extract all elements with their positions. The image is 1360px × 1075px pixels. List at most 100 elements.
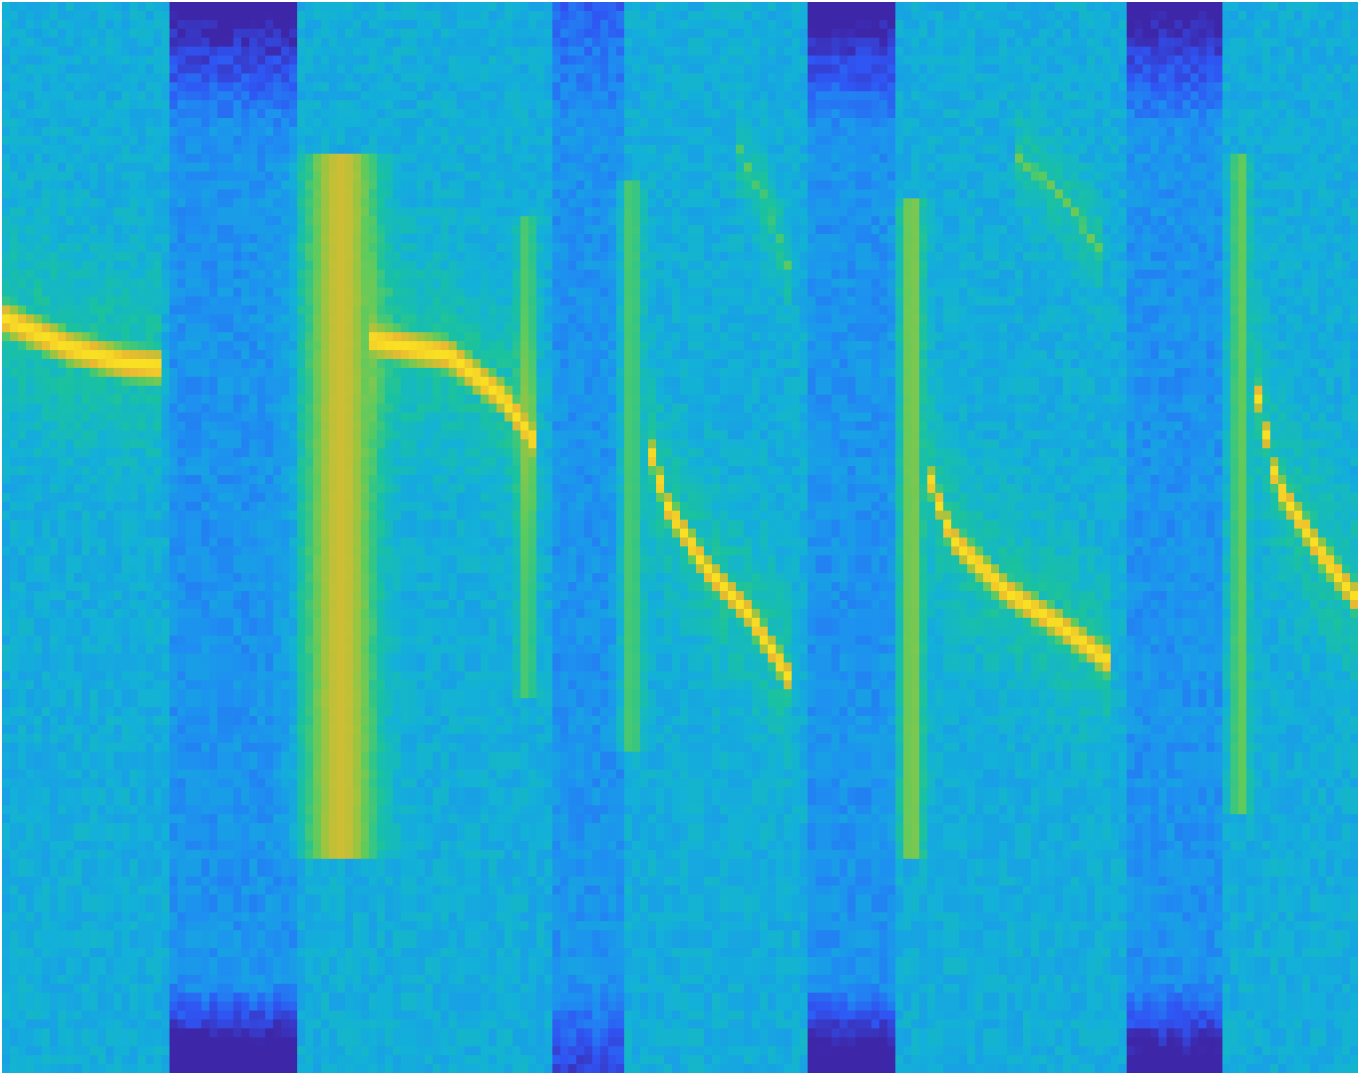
heatmap-cell (313, 91, 322, 101)
heatmap-cell (983, 135, 992, 146)
heatmap-cell (1118, 251, 1128, 262)
heatmap-cell (153, 10, 163, 21)
heatmap-cell (337, 109, 346, 119)
heatmap-cell (73, 10, 83, 21)
heatmap-cell (496, 100, 506, 110)
heatmap-cell (1350, 73, 1358, 83)
heatmap-cell (735, 91, 745, 101)
heatmap-cell (528, 118, 538, 128)
heatmap-cell (871, 162, 881, 173)
heatmap-cell (1334, 225, 1343, 235)
heatmap-cell (241, 82, 250, 92)
heatmap-cell (97, 46, 107, 57)
heatmap-cell (1310, 171, 1319, 182)
heatmap-cell (352, 2, 362, 12)
heatmap-cell (1262, 64, 1271, 75)
heatmap-cell (735, 28, 745, 39)
heatmap-cell (839, 2, 849, 12)
heatmap-cell (249, 251, 258, 262)
heatmap-cell (233, 162, 242, 173)
heatmap-cell (424, 225, 434, 235)
heatmap-cell (456, 46, 466, 57)
heatmap-cell (1142, 91, 1152, 101)
heatmap-cell (1198, 242, 1208, 253)
heatmap-cell (991, 2, 1000, 12)
heatmap-cell (743, 64, 753, 75)
heatmap-cell (33, 19, 43, 30)
heatmap-cell (1246, 198, 1255, 208)
heatmap-cell (257, 135, 266, 146)
heatmap-cell (193, 100, 203, 110)
heatmap-cell (855, 180, 865, 191)
heatmap-cell (951, 55, 960, 66)
heatmap-cell (847, 180, 857, 191)
heatmap-cell (1110, 46, 1120, 57)
heatmap-cell (33, 234, 43, 244)
heatmap-cell (1094, 55, 1104, 66)
heatmap-cell (9, 216, 19, 226)
heatmap-cell (1278, 162, 1287, 173)
heatmap-cell (1118, 180, 1128, 191)
heatmap-cell (344, 207, 354, 217)
heatmap-cell (1222, 37, 1231, 48)
heatmap-cell (488, 234, 498, 244)
heatmap-cell (648, 135, 657, 146)
heatmap-cell (799, 251, 809, 262)
heatmap-cell (584, 251, 593, 262)
heatmap-cell (687, 64, 697, 75)
heatmap-cell (1110, 109, 1120, 119)
heatmap-cell (1142, 216, 1152, 226)
heatmap-cell (584, 144, 593, 155)
heatmap-cell (281, 64, 290, 75)
heatmap-cell (783, 216, 793, 226)
heatmap-cell (209, 198, 218, 208)
heatmap-cell (321, 100, 330, 110)
heatmap-cell (799, 135, 809, 146)
heatmap-cell (1110, 207, 1120, 217)
heatmap-cell (1110, 126, 1120, 137)
heatmap-cell (1238, 144, 1247, 155)
heatmap-cell (113, 234, 123, 244)
heatmap-cell (1278, 2, 1287, 12)
heatmap-cell (65, 19, 75, 30)
heatmap-cell (1214, 10, 1223, 21)
heatmap-cell (999, 225, 1008, 235)
heatmap-cell (1022, 144, 1032, 155)
heatmap-cell (225, 55, 234, 66)
heatmap-cell (528, 37, 538, 48)
heatmap-cell (783, 64, 793, 75)
heatmap-cell (41, 46, 51, 57)
heatmap-cell (1126, 144, 1136, 155)
heatmap-cell (999, 91, 1008, 101)
heatmap-cell (193, 91, 203, 101)
heatmap-cell (919, 118, 928, 128)
heatmap-cell (1230, 64, 1239, 75)
heatmap-cell (225, 73, 234, 83)
heatmap-cell (687, 2, 697, 12)
heatmap-cell (137, 207, 147, 217)
heatmap-cell (329, 109, 338, 119)
heatmap-cell (887, 109, 896, 119)
heatmap-cell (839, 91, 849, 101)
heatmap-cell (1238, 216, 1247, 226)
heatmap-cell (600, 171, 609, 182)
heatmap-cell (297, 260, 306, 271)
heatmap-cell (257, 260, 266, 271)
heatmap-cell (935, 234, 944, 244)
heatmap-cell (209, 144, 218, 155)
heatmap-cell (1182, 144, 1192, 155)
heatmap-cell (672, 109, 681, 119)
heatmap-cell (33, 109, 43, 119)
heatmap-cell (608, 144, 617, 155)
heatmap-cell (217, 109, 226, 119)
heatmap-cell (1270, 10, 1279, 21)
heatmap-cell (273, 216, 282, 226)
heatmap-cell (225, 144, 234, 155)
heatmap-cell (767, 234, 777, 244)
heatmap-cell (735, 242, 745, 253)
heatmap-cell (193, 64, 203, 75)
heatmap-cell (592, 162, 601, 173)
heatmap-cell (161, 251, 171, 262)
heatmap-cell (1270, 207, 1279, 217)
heatmap-cell (632, 55, 641, 66)
